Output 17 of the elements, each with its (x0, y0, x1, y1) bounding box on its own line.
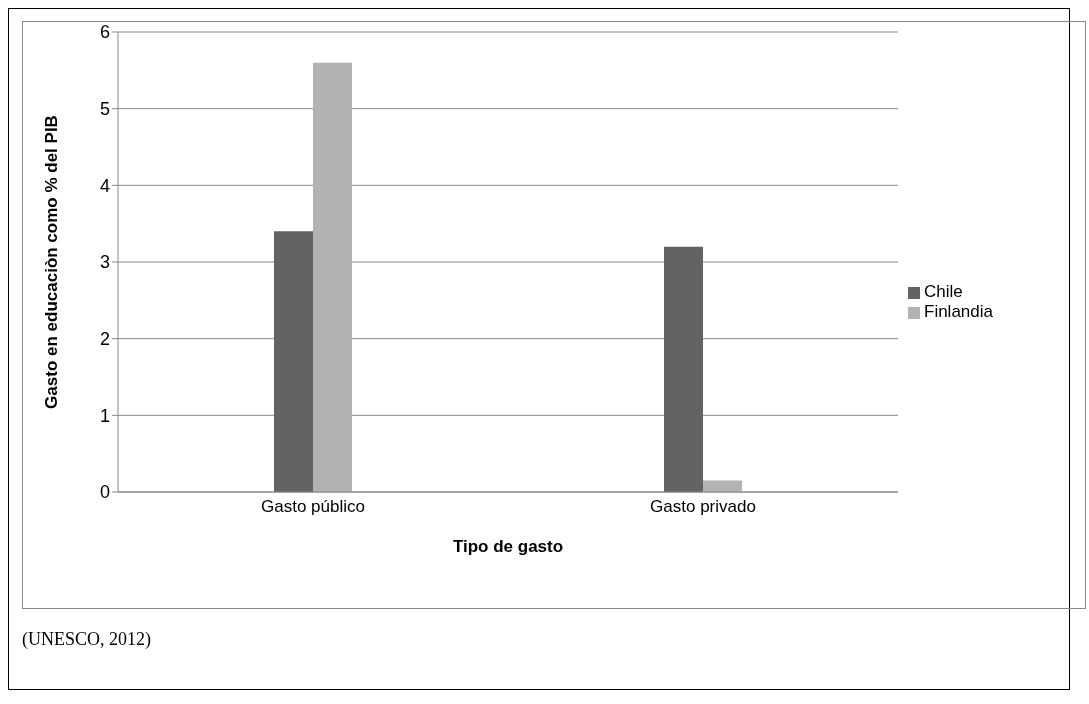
x-tick-label: Gasto público (261, 497, 365, 517)
y-tick-label: 0 (99, 482, 110, 503)
bar (274, 231, 313, 492)
bar (664, 246, 703, 492)
bar (313, 62, 352, 492)
x-axis-title: Tipo de gasto (452, 537, 564, 556)
y-tick-label: 5 (99, 99, 110, 120)
x-tick-label: Gasto privado (650, 497, 756, 517)
y-tick-label: 3 (99, 252, 110, 273)
y-tick-label: 2 (99, 329, 110, 350)
y-tick-label: 4 (99, 175, 110, 196)
y-tick-label: 1 (99, 405, 110, 426)
legend-label: Finlandia (924, 302, 993, 321)
legend-label: Chile (924, 282, 963, 301)
y-tick-label: 6 (99, 22, 110, 43)
text: (UNESCO, 2012) (22, 629, 151, 650)
y-axis-title: Gasto en educaciòn como % del PIB (42, 115, 62, 409)
